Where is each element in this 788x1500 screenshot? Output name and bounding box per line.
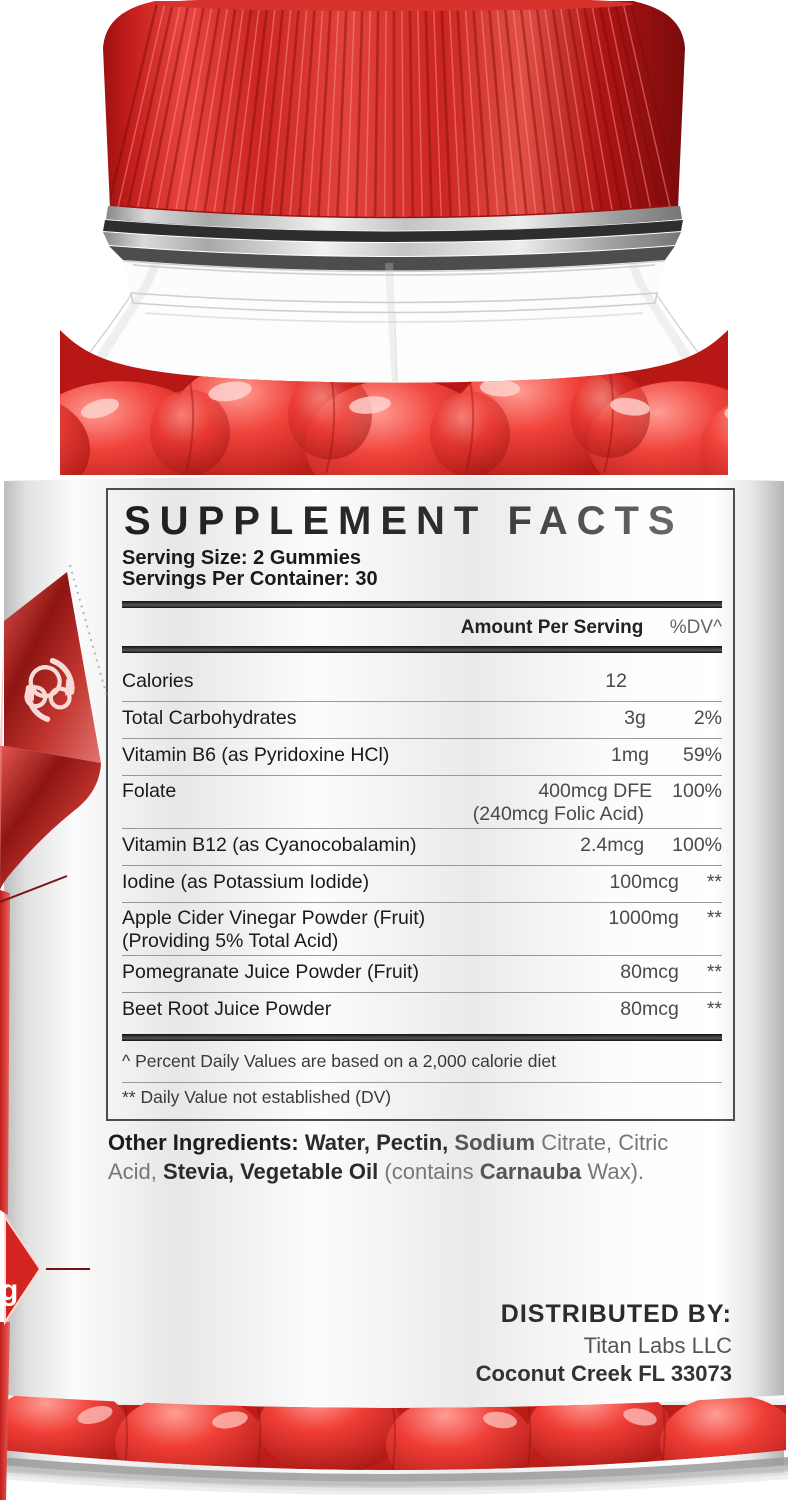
svg-text:g: g <box>0 1274 18 1307</box>
